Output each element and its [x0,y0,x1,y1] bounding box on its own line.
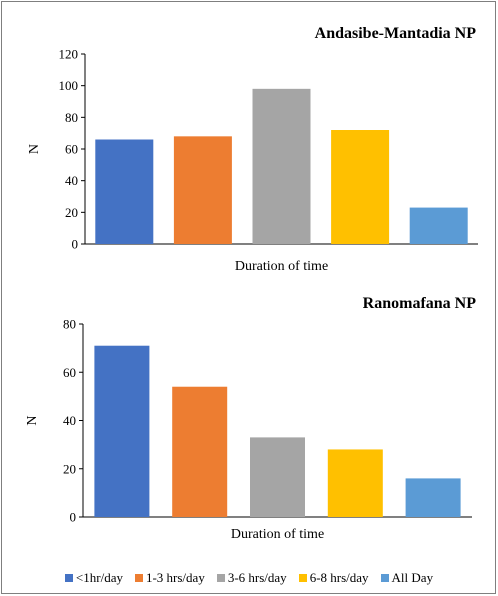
bar [172,386,228,517]
legend-item: 1-3 hrs/day [134,570,205,586]
y-tick-label: 40 [65,173,78,188]
bar [94,345,150,517]
bar [252,88,311,244]
bar [95,139,154,244]
x-axis-label: Duration of time [235,259,328,274]
legend-item: <1hr/day [64,570,123,586]
y-tick-label: 100 [59,78,79,93]
legend-label: 1-3 hrs/day [145,570,205,585]
chart-title: Ranomafana NP [363,295,477,312]
y-tick-label: 20 [63,461,76,476]
y-tick-label: 120 [59,47,79,62]
legend-label: 3-6 hrs/day [227,570,287,585]
legend-swatch [64,574,73,582]
bar [405,478,461,517]
y-tick-label: 60 [65,142,78,157]
legend-swatch [298,574,307,582]
legend-item: All Day [380,570,434,586]
bar [409,207,468,244]
y-tick-label: 60 [63,365,76,380]
legend-label: 6-8 hrs/day [309,570,369,585]
y-tick-label: 0 [70,510,77,525]
bar [331,130,390,244]
chart-ranomafana: Ranomafana NP 0 20 40 60 80 N Duration of time [25,295,477,542]
y-axis-label: N [25,415,40,425]
legend-swatch [216,574,225,582]
bar [327,449,383,517]
legend-item: 6-8 hrs/day [298,570,369,586]
legend: <1hr/day 1-3 hrs/day 3-6 hrs/day 6-8 hrs… [0,570,498,586]
bar [173,136,232,244]
x-axis-label: Duration of time [231,527,324,542]
y-tick-label: 40 [63,413,76,428]
bar [250,437,305,517]
chart-andasibe: Andasibe-Mantadia NP 0 20 40 60 80 100 120 N Dura… [27,25,478,274]
legend-label: <1hr/day [75,570,123,585]
y-axis-label: N [27,144,42,154]
y-tick-label: 0 [72,237,79,252]
legend-label: All Day [391,570,434,585]
legend-item: 3-6 hrs/day [216,570,287,586]
legend-swatch [380,574,389,582]
legend-swatch [134,574,143,582]
y-tick-label: 80 [65,110,78,125]
y-tick-label: 20 [65,205,78,220]
y-tick-label: 80 [63,317,76,332]
chart-title: Andasibe-Mantadia NP [315,25,477,42]
